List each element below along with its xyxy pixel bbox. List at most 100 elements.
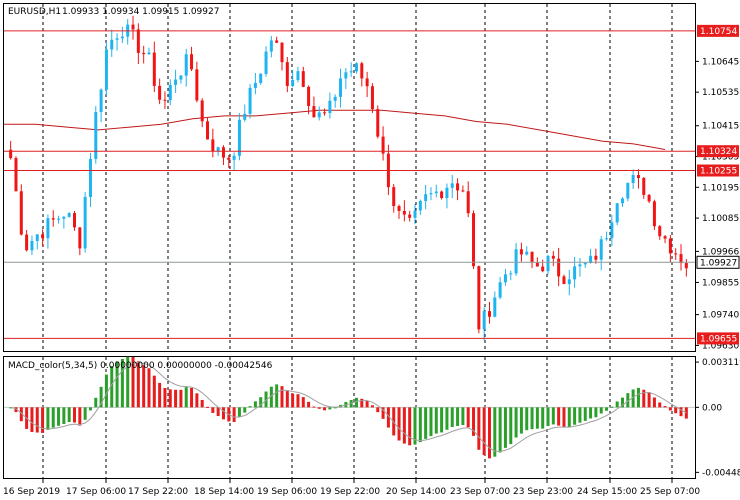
macd-bar (541, 407, 545, 429)
candle-body (658, 226, 662, 237)
macd-bar (312, 406, 316, 408)
candle-body (227, 157, 231, 160)
candle-body (535, 262, 539, 267)
candle-body (551, 255, 555, 259)
candle-body (599, 239, 603, 260)
macd-bar (578, 407, 582, 423)
macd-bar (663, 406, 667, 408)
candle-body (280, 42, 284, 63)
macd-bar (477, 407, 481, 450)
macd-bar (211, 407, 215, 413)
candle-body (519, 249, 523, 255)
macd-bar (280, 386, 284, 408)
level-tag (697, 332, 739, 345)
candle-body (307, 86, 311, 107)
macd-bar (546, 407, 550, 427)
level-tag (697, 145, 739, 158)
macd-bar (152, 375, 156, 408)
macd-bar (652, 397, 656, 408)
macd-bar (392, 407, 396, 436)
candle-body (216, 147, 220, 152)
candle-body (99, 89, 103, 113)
macd-bar (200, 399, 204, 408)
candle-body (557, 258, 561, 277)
price-label: 1.09855 (702, 278, 739, 288)
candle-body (503, 274, 507, 283)
level-tag-label: 1.10754 (700, 27, 737, 37)
candle-body (78, 227, 82, 249)
price-panel[interactable] (3, 3, 696, 352)
macd-bar (115, 361, 119, 408)
candle-body (296, 71, 300, 80)
price-label: 1.10085 (702, 214, 739, 224)
candle-body (514, 249, 518, 274)
macd-bar (317, 407, 321, 409)
macd-bar (631, 389, 635, 408)
candle-body (211, 139, 215, 152)
candle-body (631, 175, 635, 183)
candle-body (67, 213, 71, 217)
candle-body (652, 201, 656, 227)
macd-bar (232, 407, 236, 422)
candle-body (461, 190, 465, 192)
macd-bar (296, 394, 300, 408)
candle-body (136, 29, 140, 53)
candle-body (62, 216, 66, 219)
candle-body (243, 113, 247, 120)
current-price-tag: 1.09927 (696, 255, 740, 269)
candle-body (541, 266, 545, 272)
candle-body (620, 198, 624, 204)
macd-bar (14, 407, 18, 413)
candle-body (248, 87, 252, 114)
macd-bar (626, 393, 630, 408)
macd-bar (62, 407, 66, 424)
time-label: 16 Sep 2019 (3, 487, 60, 497)
candle-body (57, 218, 61, 220)
macd-bar (684, 407, 688, 419)
candle-body (381, 136, 385, 154)
macd-bar (376, 407, 380, 413)
candle-body (163, 99, 167, 101)
macd-bar (158, 382, 162, 408)
candle-body (647, 194, 651, 202)
candle-body (323, 112, 327, 114)
price-label: 1.09740 (702, 311, 739, 321)
macd-bar (365, 400, 369, 408)
time-label: 19 Sep 06:00 (257, 487, 317, 497)
horizontal-levels[interactable] (4, 30, 695, 339)
candle-body (679, 254, 683, 264)
macd-bar (291, 393, 295, 408)
candle-body (456, 183, 460, 191)
candle-body (104, 49, 108, 90)
macd-bar (126, 356, 130, 408)
candle-body (275, 40, 279, 43)
candle-body (477, 266, 481, 330)
macd-bar (466, 407, 470, 428)
candle-body (546, 255, 550, 272)
macd-bar (408, 407, 412, 446)
candle-body (174, 79, 178, 85)
macd-bar (333, 407, 337, 409)
candle-body (269, 40, 273, 52)
macd-bar (174, 389, 178, 408)
candle-body (642, 178, 646, 195)
level-tag-label: 1.10324 (700, 147, 737, 157)
macd-bar (674, 407, 678, 414)
macd-bar (642, 389, 646, 408)
macd-bar (248, 406, 252, 408)
macd-bar (429, 407, 433, 437)
macd-bar (498, 407, 502, 453)
candle-body (482, 311, 486, 330)
macd-bar (503, 407, 507, 448)
macd-bar (259, 397, 263, 408)
price-label: 1.10305 (702, 153, 739, 163)
macd-bar (243, 407, 247, 413)
candle-body (440, 191, 444, 198)
candle-body (434, 191, 438, 194)
candle-body (408, 214, 412, 218)
macd-bar (647, 392, 651, 408)
macd-bar (354, 397, 358, 408)
candle-body (152, 52, 156, 86)
candle-body (94, 112, 98, 159)
macd-bar (557, 407, 561, 426)
